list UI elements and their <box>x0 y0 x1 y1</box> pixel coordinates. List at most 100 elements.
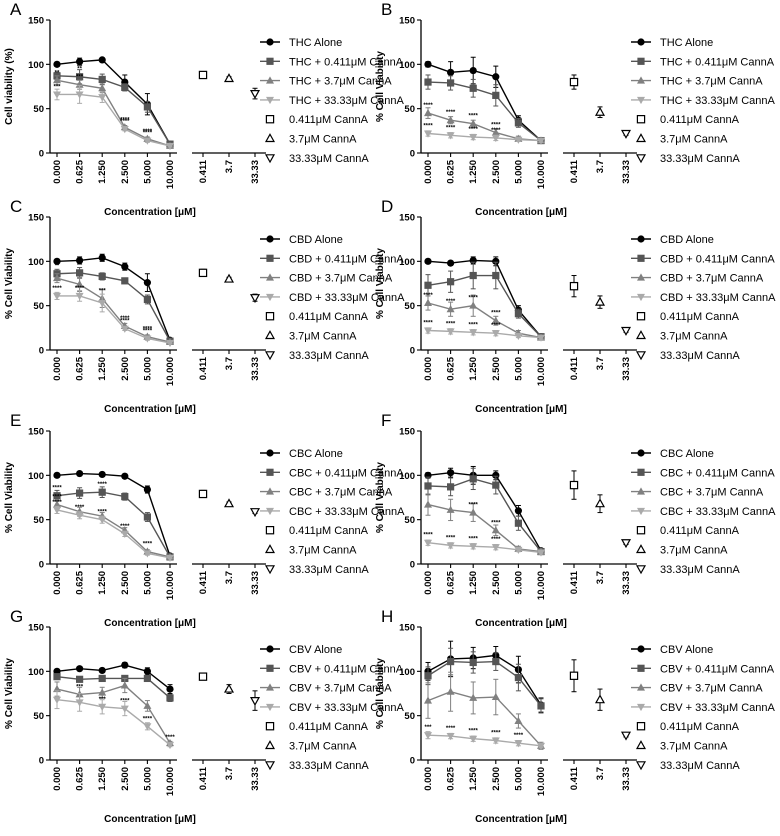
significance-label: **** <box>98 482 108 488</box>
legend-item: 0.411μM CannA <box>636 311 740 323</box>
series-3: **** **** **** **** <box>423 293 545 341</box>
series-line <box>56 79 171 147</box>
legend-item: 33.33μM CannA <box>264 153 369 165</box>
legend-marker <box>266 468 274 476</box>
series-2 <box>424 647 545 714</box>
legend-marker <box>637 468 645 476</box>
single-point <box>223 683 235 693</box>
series-line <box>427 302 542 339</box>
series-line <box>427 63 542 142</box>
data-point <box>491 134 500 143</box>
series-3: *** <box>53 677 174 747</box>
y-tick-label: 0 <box>410 149 415 160</box>
legend-item: CBV + 0.411μM CannA <box>631 663 775 675</box>
data-point <box>446 733 455 741</box>
significance-label: **** <box>491 323 501 329</box>
data-point <box>446 505 455 513</box>
data-point <box>514 310 522 318</box>
series-1 <box>424 256 545 341</box>
data-point <box>491 544 500 552</box>
legend-label: 0.411μM CannA <box>660 311 740 323</box>
legend-item: CBC + 0.411μM CannA <box>260 467 404 479</box>
legend-label: 33.33μM CannA <box>289 564 369 576</box>
significance-label: **** <box>491 520 501 526</box>
legend-item: CBC + 3.7μM CannA <box>631 487 764 499</box>
significance-label: **** <box>491 123 501 129</box>
legend-item: 3.7μM CannA <box>264 330 357 343</box>
legend-marker <box>264 351 276 361</box>
x-tick-label-single: 0.411 <box>198 570 209 594</box>
significance-label: **** <box>143 131 153 137</box>
data-point <box>76 489 84 497</box>
legend-label: 33.33μM CannA <box>660 564 740 576</box>
data-point <box>491 330 500 338</box>
data-point <box>447 278 455 286</box>
x-tick-label: 5.000 <box>513 767 524 791</box>
legend-item: 3.7μM CannA <box>635 544 728 557</box>
legend-label: CBD + 0.411μM CannA <box>289 253 404 265</box>
legend-marker <box>266 76 274 84</box>
legend-label: THC + 0.411μM CannA <box>289 56 404 68</box>
data-point <box>76 256 84 265</box>
x-tick-label: 0.000 <box>423 571 434 595</box>
single-point <box>223 273 235 283</box>
legend-item: CBC + 33.33μM CannA <box>631 506 776 518</box>
x-tick-label: 0.000 <box>423 160 434 184</box>
single-point <box>249 294 261 304</box>
y-axis-title: % Cell Viability <box>4 248 15 319</box>
legend-label: 3.7μM CannA <box>289 741 357 753</box>
single-point <box>569 480 579 490</box>
legend-label: CBV Alone <box>289 644 342 656</box>
legend-item: CBV + 3.7μM CannA <box>260 683 392 695</box>
legend-item: THC + 0.411μM CannA <box>260 56 404 68</box>
legend-label: CBV + 0.411μM CannA <box>660 663 775 675</box>
x-tick-label-single: 3.7 <box>595 767 606 780</box>
data-point <box>98 688 107 696</box>
legend-marker <box>266 273 274 281</box>
x-tick-label: 2.500 <box>491 767 502 791</box>
legend-marker <box>265 721 275 731</box>
data-point <box>166 339 174 348</box>
legend-label: 33.33μM CannA <box>660 350 740 362</box>
series-3: *********** <box>53 273 174 346</box>
y-tick-label: 50 <box>404 515 415 526</box>
data-point <box>98 75 106 84</box>
legend-item: THC + 3.7μM CannA <box>631 76 763 88</box>
legend-label: 3.7μM CannA <box>660 134 728 146</box>
series-1 <box>424 56 545 145</box>
legend-marker <box>266 703 274 712</box>
legend-item: 0.411μM CannA <box>265 721 369 733</box>
data-point <box>166 142 174 151</box>
series-line <box>56 491 171 558</box>
panel-letter: G <box>10 607 23 626</box>
legend-marker <box>637 507 645 516</box>
y-tick-label: 150 <box>399 427 415 438</box>
significance-label: *** <box>53 84 61 90</box>
data-point <box>491 526 500 534</box>
single-point <box>594 296 606 306</box>
significance-label: **** <box>52 286 62 292</box>
x-tick-label: 10.000 <box>165 571 176 600</box>
panel-h: H 0 50 100 150 0.000 0.625 1.250 2.500 5.000 10.00… <box>375 607 776 825</box>
panel-letter: B <box>381 0 392 19</box>
data-point <box>76 469 84 478</box>
series-2 <box>424 261 545 341</box>
x-tick-label: 0.000 <box>423 357 434 381</box>
data-point <box>469 84 477 92</box>
legend-marker <box>635 761 647 771</box>
y-tick-label: 150 <box>399 213 415 224</box>
data-point <box>469 658 477 667</box>
legend-marker <box>636 114 646 124</box>
legend-item: 0.411μM CannA <box>265 114 369 126</box>
legend-marker <box>266 293 274 302</box>
legend-label: CBV + 33.33μM CannA <box>289 702 405 714</box>
data-point <box>424 539 432 547</box>
data-point <box>143 667 151 675</box>
legend-label: 3.7μM CannA <box>660 545 728 557</box>
significance-label: **** <box>446 726 456 732</box>
x-tick-label-single: 3.7 <box>224 767 235 780</box>
x-tick-label: 0.625 <box>75 159 86 183</box>
data-point <box>76 675 84 683</box>
legend-marker <box>266 38 274 46</box>
legend-label: CBD + 33.33μM CannA <box>289 292 405 304</box>
